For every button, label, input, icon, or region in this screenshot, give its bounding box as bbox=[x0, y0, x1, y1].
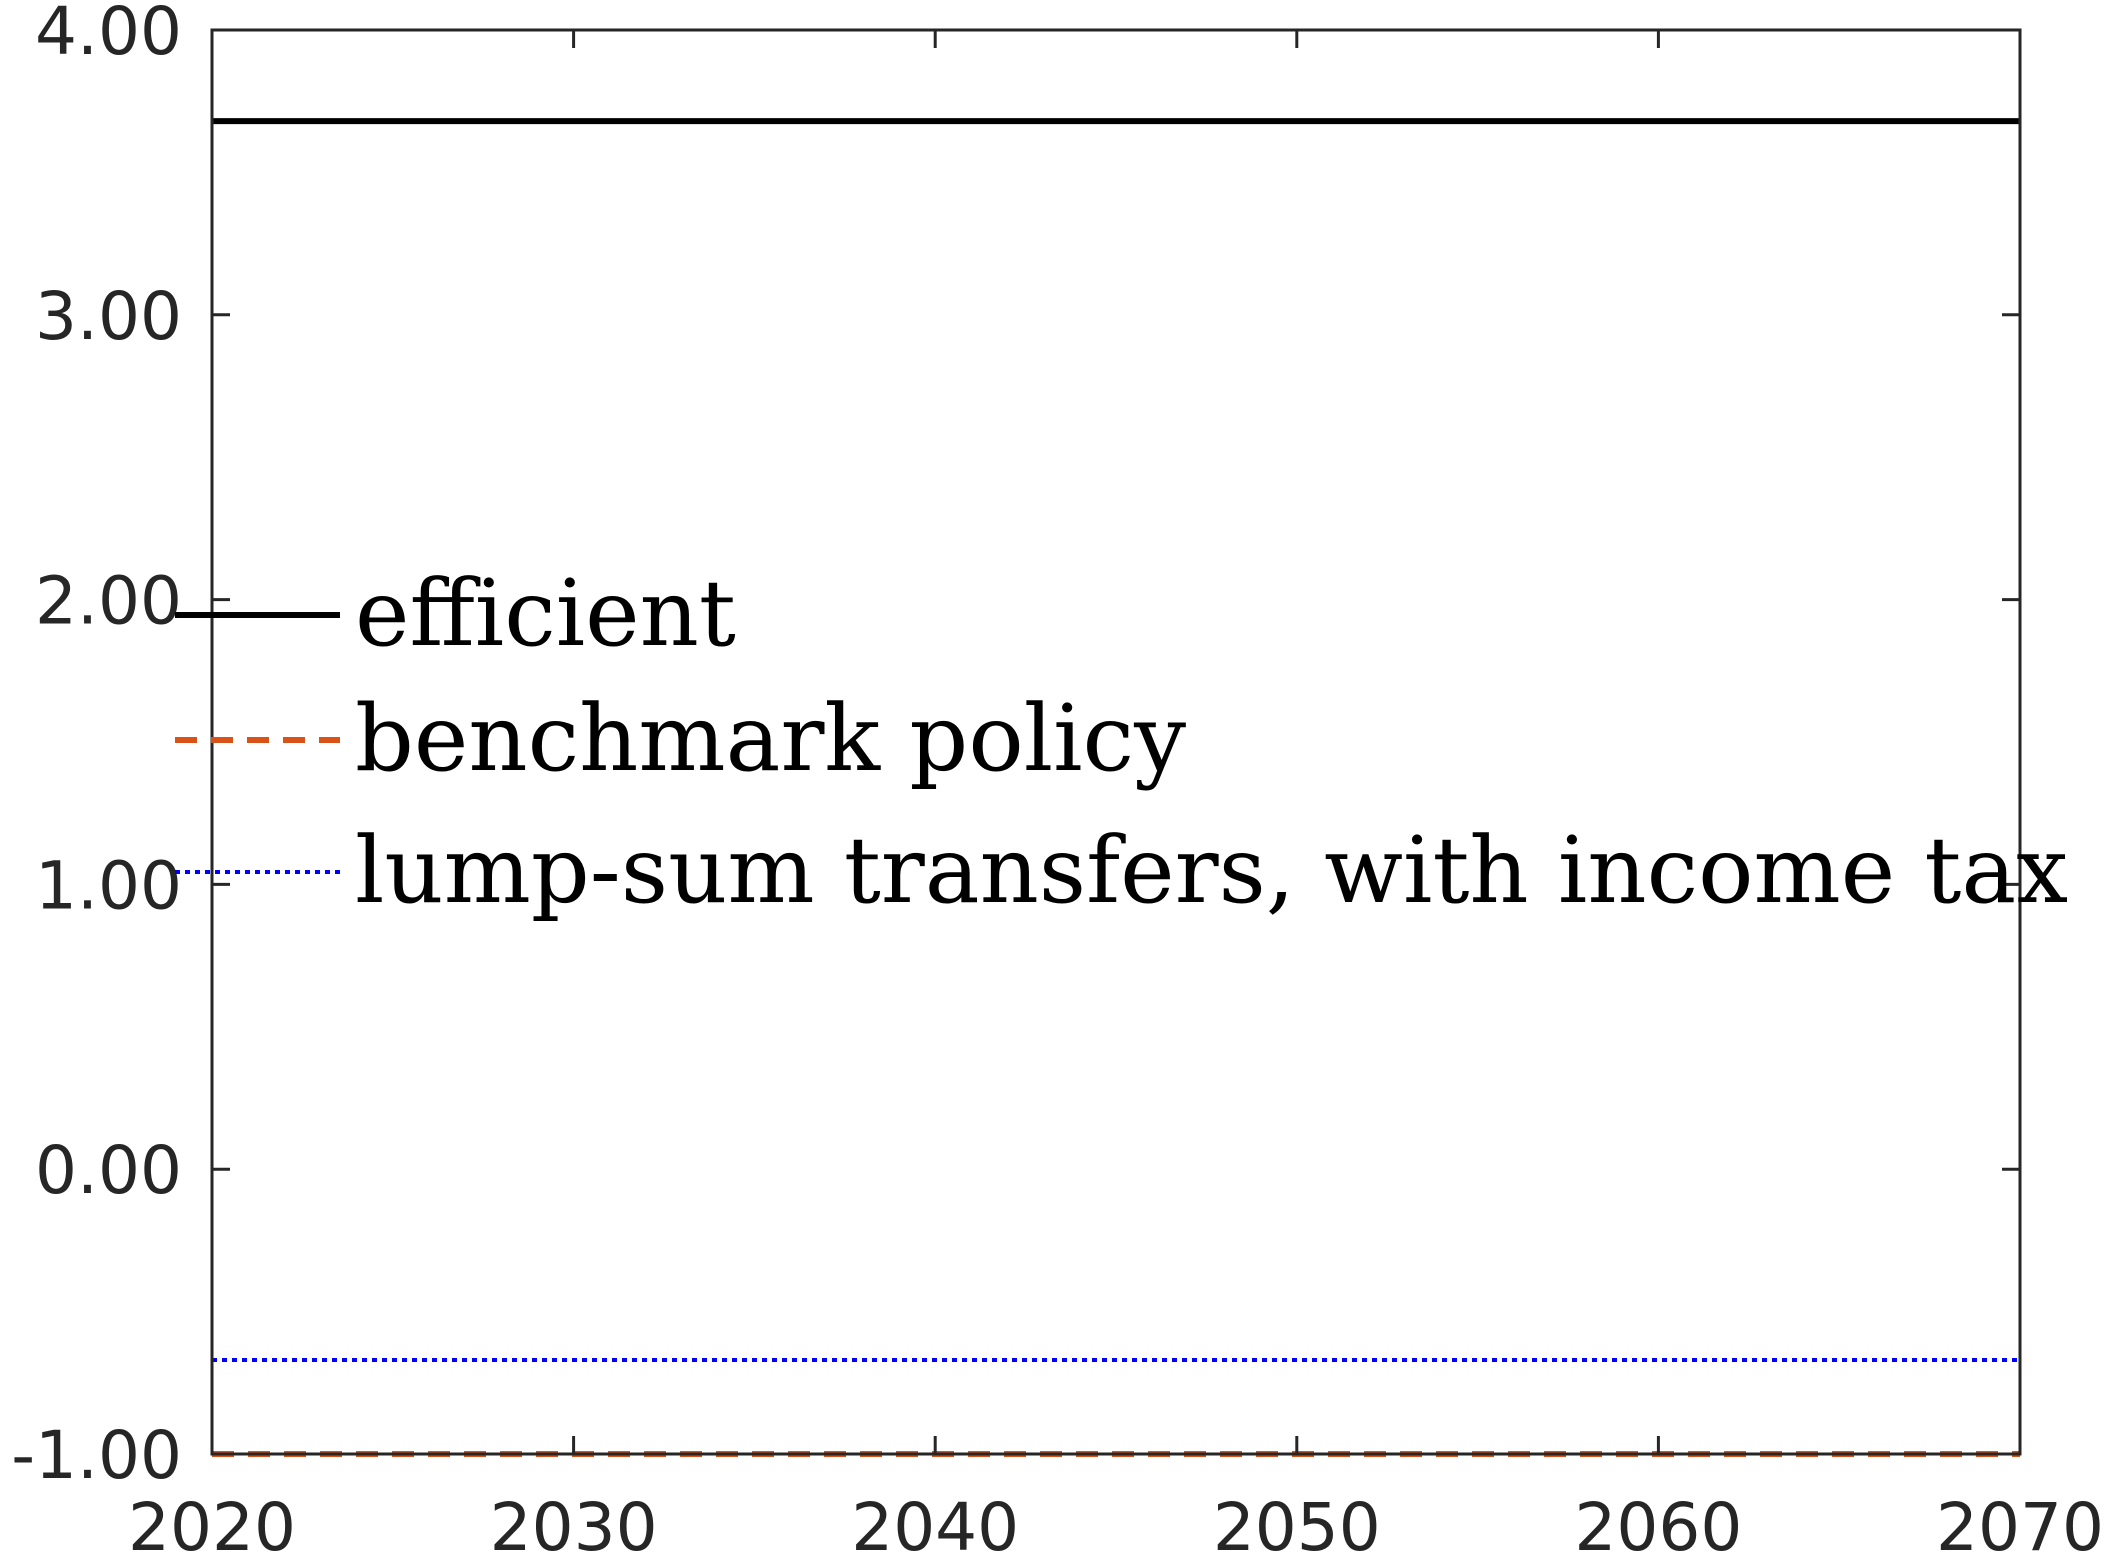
y-tick-label: 1.00 bbox=[35, 847, 182, 924]
ticks-layer: 2020 2030 2040 2050 2060 2070 4.00 3.00 2.00 1.00… bbox=[11, 0, 2104, 1554]
legend-label-3: lump-sum transfers, with income tax bbox=[355, 817, 2068, 924]
y-tick-label: 3.00 bbox=[35, 278, 182, 355]
x-tick-label: 2060 bbox=[1574, 1489, 1742, 1554]
y-tick-label: 4.00 bbox=[35, 0, 182, 70]
legend: efficient benchmark policy lump-sum transf… bbox=[175, 560, 2068, 924]
y-tick-label: 2.00 bbox=[35, 563, 182, 640]
x-tick-label: 2020 bbox=[128, 1489, 296, 1554]
y-tick-label: -1.00 bbox=[11, 1417, 182, 1494]
y-tick-label: 0.00 bbox=[35, 1132, 182, 1209]
x-tick-label: 2050 bbox=[1213, 1489, 1381, 1554]
legend-label-1: efficient bbox=[355, 560, 736, 667]
x-tick-label: 2040 bbox=[851, 1489, 1019, 1554]
x-tick-label: 2030 bbox=[490, 1489, 658, 1554]
x-tick-label: 2070 bbox=[1936, 1489, 2104, 1554]
legend-label-2: benchmark policy bbox=[355, 685, 1186, 792]
